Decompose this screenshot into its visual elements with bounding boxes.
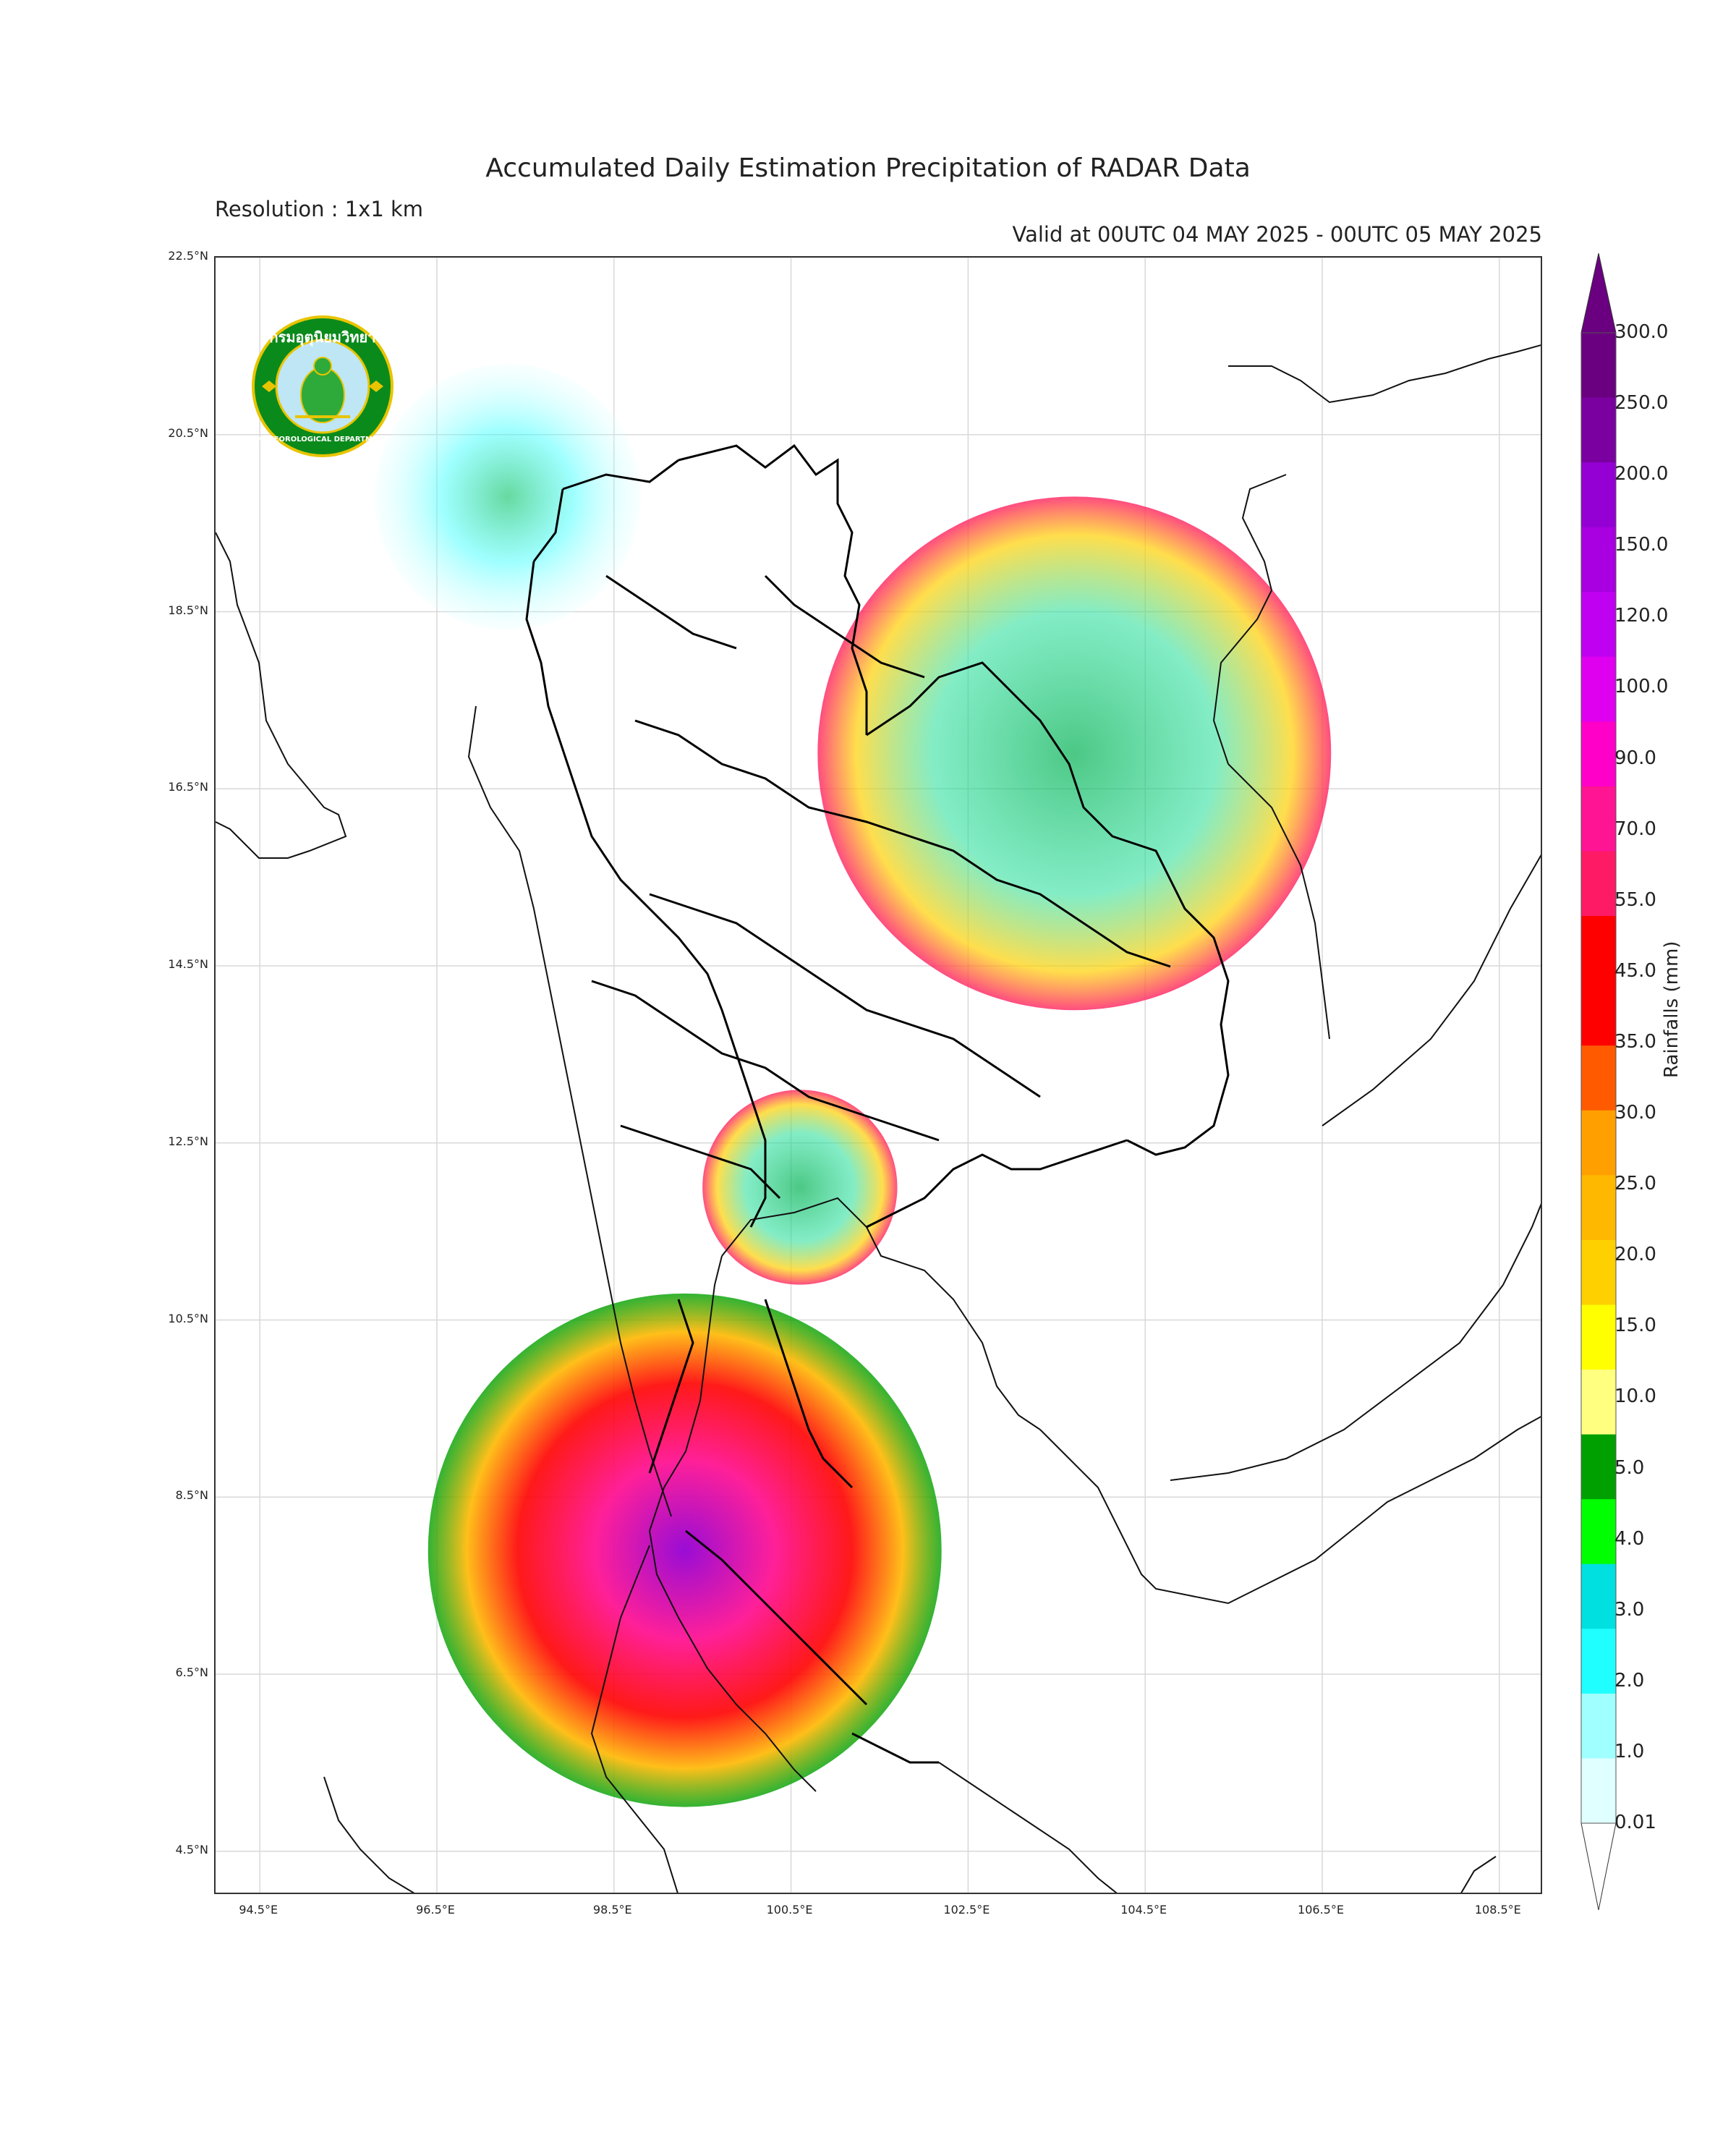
colorbar-tick-label: 300.0 (1614, 321, 1669, 343)
colorbar-extend-min (1580, 1822, 1617, 1910)
lat-tick-label: 10.5°N (168, 1311, 208, 1325)
coastline-layer (216, 344, 1541, 1893)
colorbar-tick-label: 150.0 (1614, 534, 1669, 556)
colorbar-swatch (1581, 592, 1616, 658)
lon-tick-label: 108.5°E (1474, 1903, 1521, 1917)
lat-tick-label: 20.5°N (168, 425, 208, 440)
colorbar-outline (1580, 332, 1617, 1824)
resolution-label: Resolution : 1x1 km (215, 197, 424, 221)
colorbar-tick-label: 35.0 (1614, 1030, 1656, 1053)
colorbar-swatch (1581, 527, 1616, 593)
colorbar-tick-label: 25.0 (1614, 1173, 1656, 1195)
colorbar-swatch (1581, 721, 1616, 787)
colorbar-tick-label: 250.0 (1614, 392, 1669, 415)
colorbar-swatch (1581, 1304, 1616, 1370)
colorbar-tick-label: 3.0 (1614, 1598, 1645, 1621)
colorbar-tick-label: 90.0 (1614, 747, 1656, 769)
colorbar-swatch (1581, 397, 1616, 463)
colorbar-tick-label: 4.0 (1614, 1527, 1645, 1550)
colorbar-tick-label: 20.0 (1614, 1244, 1656, 1266)
lon-tick-label: 98.5°E (592, 1903, 632, 1917)
colorbar-label: Rainfalls (mm) (1661, 941, 1682, 1078)
colorbar-tick-label: 10.0 (1614, 1385, 1656, 1408)
logo-english-text: METEOROLOGICAL DEPARTMENT (257, 436, 388, 443)
lon-tick-label: 100.5°E (766, 1903, 813, 1917)
map-canvas (216, 258, 1541, 1893)
lat-tick-label: 22.5°N (168, 249, 208, 263)
colorbar-swatch (1581, 1758, 1616, 1824)
colorbar-tick-label: 70.0 (1614, 818, 1656, 840)
radar-map[interactable]: กรมอุตุนิยมวิทยา METEOROLOGICAL DEPARTME… (214, 256, 1542, 1894)
lat-tick-label: 14.5°N (168, 957, 208, 972)
valid-time-label: Valid at 00UTC 04 MAY 2025 - 00UTC 05 MA… (1012, 222, 1542, 247)
lat-tick-label: 8.5°N (175, 1488, 208, 1503)
colorbar-tick-label: 2.0 (1614, 1669, 1645, 1692)
page-title: Accumulated Daily Estimation Precipitati… (485, 153, 1251, 183)
lat-tick-label: 6.5°N (175, 1665, 208, 1680)
colorbar-swatch (1581, 1434, 1616, 1500)
radar-coverage-south (427, 1293, 942, 1807)
lat-tick-label: 12.5°N (168, 1134, 208, 1148)
lat-tick-label: 16.5°N (168, 780, 208, 794)
colorbar-swatch (1581, 851, 1616, 917)
colorbar-swatch (1581, 1499, 1616, 1565)
colorbar-swatch (1581, 786, 1616, 852)
colorbar-tick-label: 200.0 (1614, 463, 1669, 485)
colorbar-swatch (1581, 1693, 1616, 1759)
colorbar-tick-label: 55.0 (1614, 888, 1656, 911)
colorbar-swatch (1581, 1175, 1616, 1241)
colorbar-tick-label: 0.01 (1614, 1812, 1656, 1833)
lon-tick-label: 106.5°E (1298, 1903, 1344, 1917)
colorbar-swatch (1581, 1110, 1616, 1176)
colorbar-tick-label: 5.0 (1614, 1456, 1645, 1479)
tmd-logo: กรมอุตุนิยมวิทยา METEOROLOGICAL DEPARTME… (252, 315, 393, 457)
colorbar-extend-max (1580, 253, 1617, 334)
colorbar-tick-label: 120.0 (1614, 605, 1669, 627)
colorbar-swatch (1581, 333, 1616, 399)
lon-tick-label: 94.5°E (239, 1903, 278, 1917)
colorbar-swatch (1581, 980, 1616, 1046)
radar-coverage-north-west (375, 363, 641, 629)
colorbar-swatch (1581, 656, 1616, 722)
colorbar-swatch (1581, 1239, 1616, 1305)
colorbar-swatch (1581, 916, 1616, 982)
lon-tick-label: 96.5°E (416, 1903, 455, 1917)
colorbar-tick-label: 1.0 (1614, 1740, 1645, 1762)
colorbar-swatch (1581, 1563, 1616, 1629)
lat-tick-label: 4.5°N (175, 1842, 208, 1856)
colorbar-swatch (1581, 1370, 1616, 1435)
colorbar-swatch (1581, 1629, 1616, 1694)
radar-coverage-east-gulf (702, 1090, 898, 1285)
lon-tick-label: 102.5°E (943, 1903, 990, 1917)
lat-tick-label: 18.5°N (168, 603, 208, 617)
colorbar-tick-label: 30.0 (1614, 1102, 1656, 1124)
province-borders-layer (525, 443, 1230, 1764)
radar-coverage-layer (375, 363, 1332, 1807)
colorbar-tick-label: 100.0 (1614, 676, 1669, 698)
colorbar-tick-label: 45.0 (1614, 959, 1656, 982)
colorbar-swatch (1581, 1045, 1616, 1111)
colorbar-swatch (1581, 462, 1616, 528)
colorbar-tick-label: 15.0 (1614, 1315, 1656, 1337)
radar-coverage-north-east (817, 496, 1332, 1011)
lon-tick-label: 104.5°E (1120, 1903, 1167, 1917)
colorbar-scale (1580, 253, 1617, 1910)
logo-thai-text: กรมอุตุนิยมวิทยา (269, 328, 376, 346)
